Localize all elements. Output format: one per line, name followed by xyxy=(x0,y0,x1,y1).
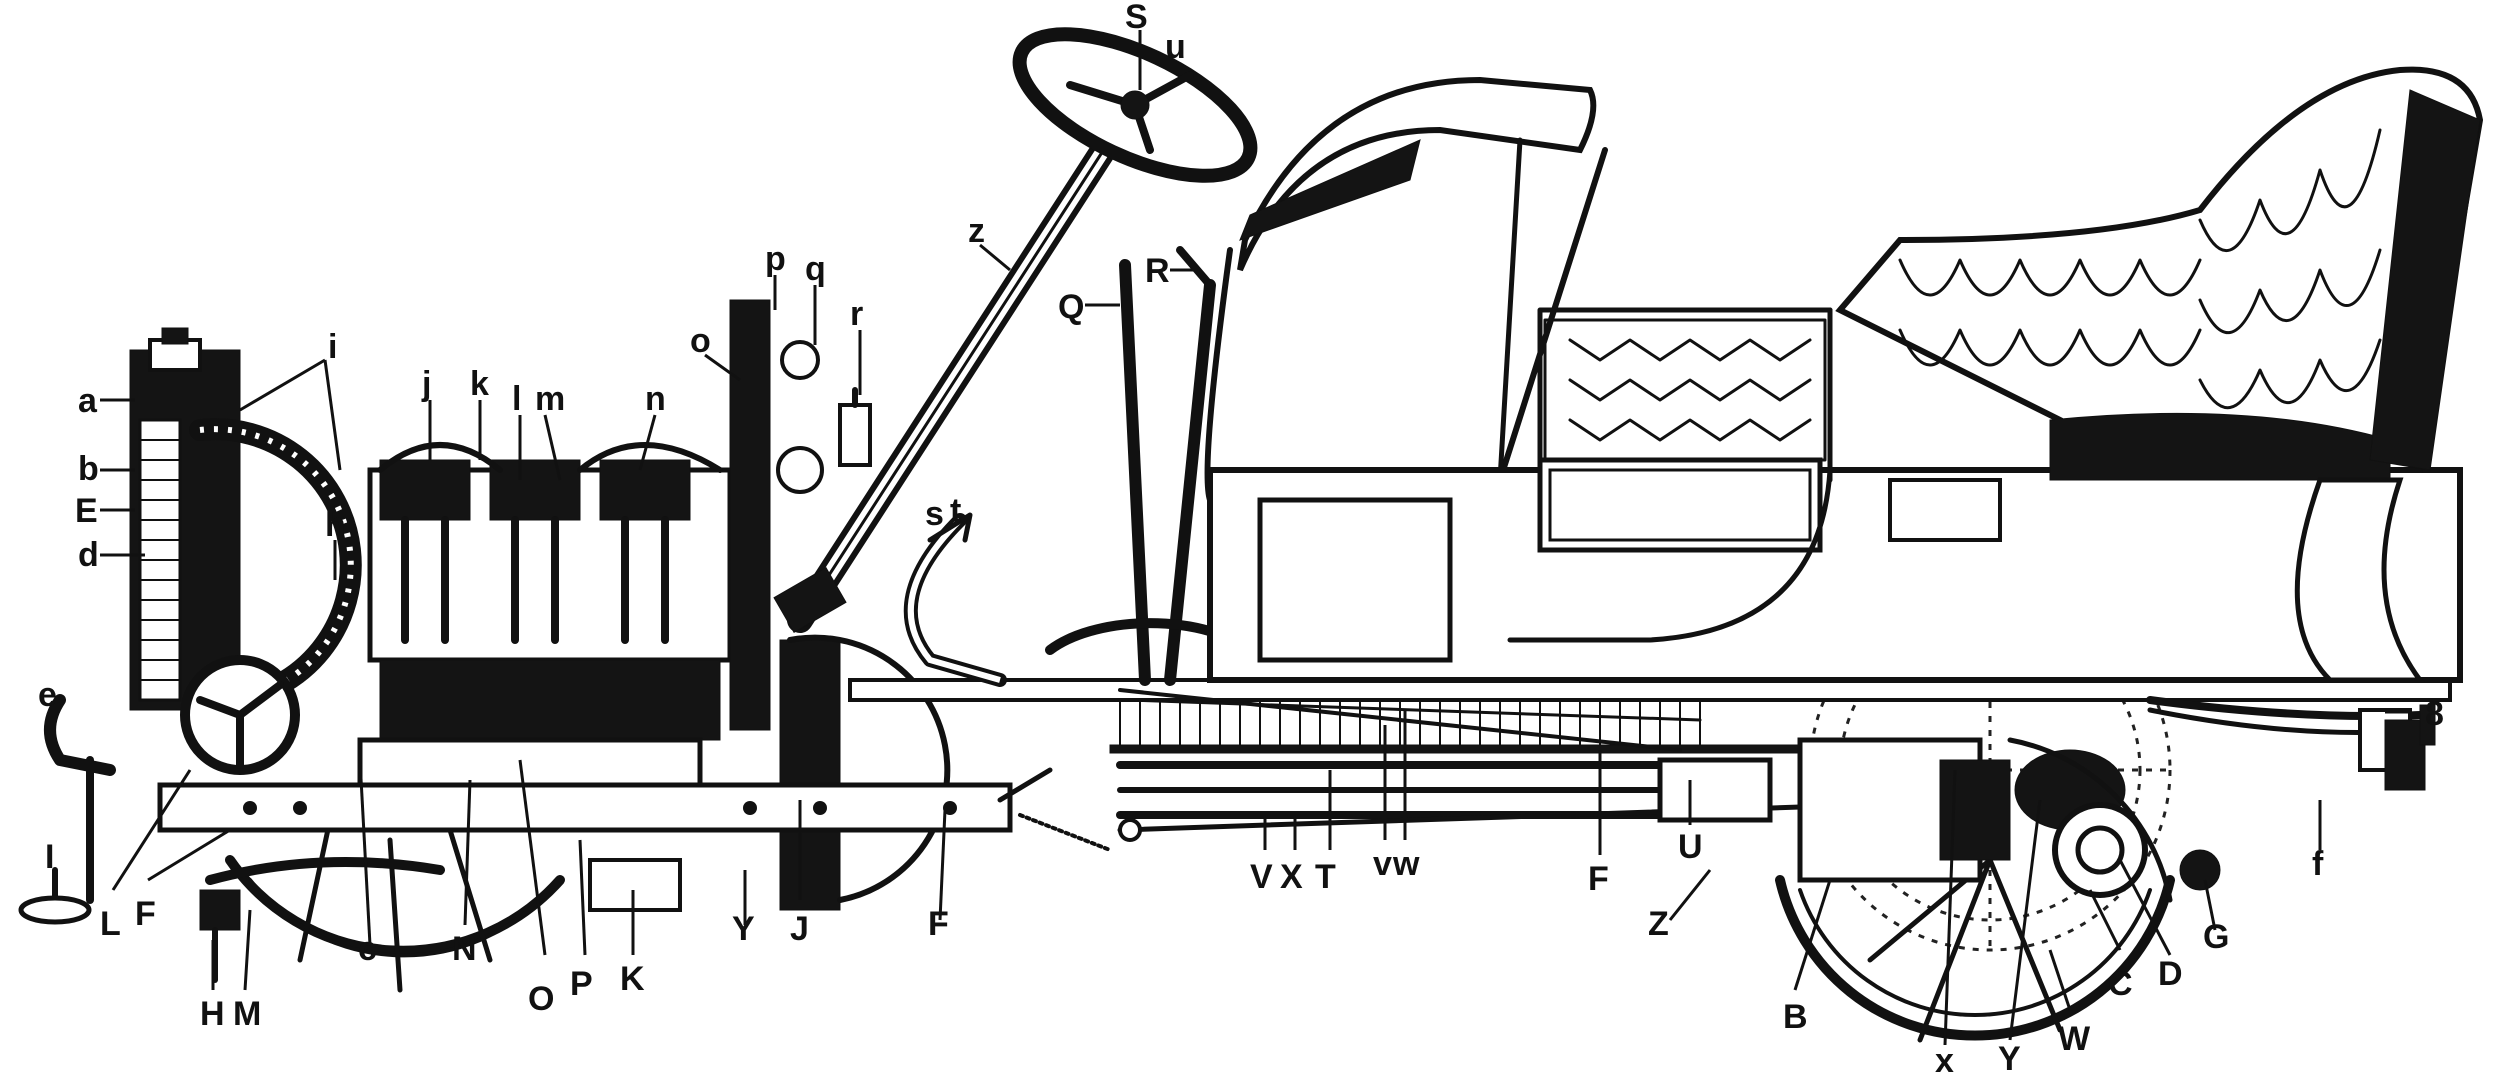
label-F-rear: F xyxy=(1588,860,1609,898)
label-Q: Q xyxy=(1058,288,1084,326)
label-B: B xyxy=(1783,998,1808,1036)
label-K: K xyxy=(620,960,645,998)
label-H: H xyxy=(200,995,225,1033)
label-e: e xyxy=(38,676,57,714)
label-a: a xyxy=(78,382,98,420)
label-l: l xyxy=(512,380,521,418)
label-s: s xyxy=(925,495,944,533)
label-Y-rear: Y xyxy=(1998,1040,2021,1078)
label-j: j xyxy=(421,365,431,403)
body-panel xyxy=(1207,307,2463,683)
oiler xyxy=(838,387,872,467)
label-c: c xyxy=(358,930,377,968)
rear-hub xyxy=(2007,737,2221,903)
label-I: I xyxy=(45,838,54,876)
label-d: d xyxy=(78,536,99,574)
label-w: w xyxy=(1392,845,1420,883)
label-S: S xyxy=(1125,0,1148,36)
label-k: k xyxy=(470,365,489,403)
rear-seat xyxy=(1835,66,2484,683)
hand-wheel xyxy=(180,655,300,775)
label-F-front: F xyxy=(135,895,156,933)
label-v: v xyxy=(1373,845,1392,883)
label-p: p xyxy=(765,240,786,278)
label-Z: Z xyxy=(1648,905,1669,943)
label-W: W xyxy=(2058,1020,2091,1058)
label-i: i xyxy=(328,328,337,366)
label-8: 8 xyxy=(2425,695,2444,733)
label-f: f xyxy=(2312,845,2324,883)
label-Y-front: Y xyxy=(732,910,755,948)
label-T: T xyxy=(1315,858,1336,896)
flywheel xyxy=(779,634,951,911)
label-M: M xyxy=(233,995,261,1033)
label-q: q xyxy=(805,250,826,288)
label-J: J xyxy=(790,910,809,948)
label-R: R xyxy=(1145,252,1170,290)
label-b: b xyxy=(78,450,99,488)
label-n: n xyxy=(645,380,666,418)
part-labels: a b E d e I i j k l m n h o p q r z S u … xyxy=(38,0,2444,1080)
control-levers xyxy=(1045,246,1255,686)
steering-column xyxy=(773,27,1258,634)
rear-spring xyxy=(2146,696,2436,791)
radiator xyxy=(129,327,241,711)
gearbox xyxy=(1657,737,2126,883)
label-P: P xyxy=(570,965,593,1003)
label-z: z xyxy=(968,212,985,250)
label-L: L xyxy=(100,905,121,943)
front-spring xyxy=(199,857,445,983)
label-r: r xyxy=(850,295,863,333)
label-X: X xyxy=(1280,858,1303,896)
label-E: E xyxy=(75,492,98,530)
label-N: N xyxy=(452,930,477,968)
label-F-mid: F xyxy=(928,905,949,943)
label-m: m xyxy=(535,380,565,418)
label-u: u xyxy=(1165,28,1186,66)
label-t: t xyxy=(950,492,961,530)
front-wheel xyxy=(225,817,565,993)
label-h: h xyxy=(325,506,346,544)
label-G: G xyxy=(2203,918,2229,956)
dashboard-panel xyxy=(729,299,824,731)
label-U: U xyxy=(1678,828,1703,866)
label-o: o xyxy=(690,322,711,360)
cooling-fan xyxy=(189,418,362,711)
engine xyxy=(357,442,733,912)
label-x: x xyxy=(1935,1042,1954,1080)
label-O: O xyxy=(528,980,554,1018)
starting-crank xyxy=(18,694,116,925)
label-V: V xyxy=(1250,858,1273,896)
label-C: C xyxy=(2108,965,2133,1003)
leader-lines xyxy=(100,30,2410,1046)
quilted-panel xyxy=(1543,318,1827,462)
pedals xyxy=(903,512,1007,687)
label-D: D xyxy=(2158,955,2183,993)
